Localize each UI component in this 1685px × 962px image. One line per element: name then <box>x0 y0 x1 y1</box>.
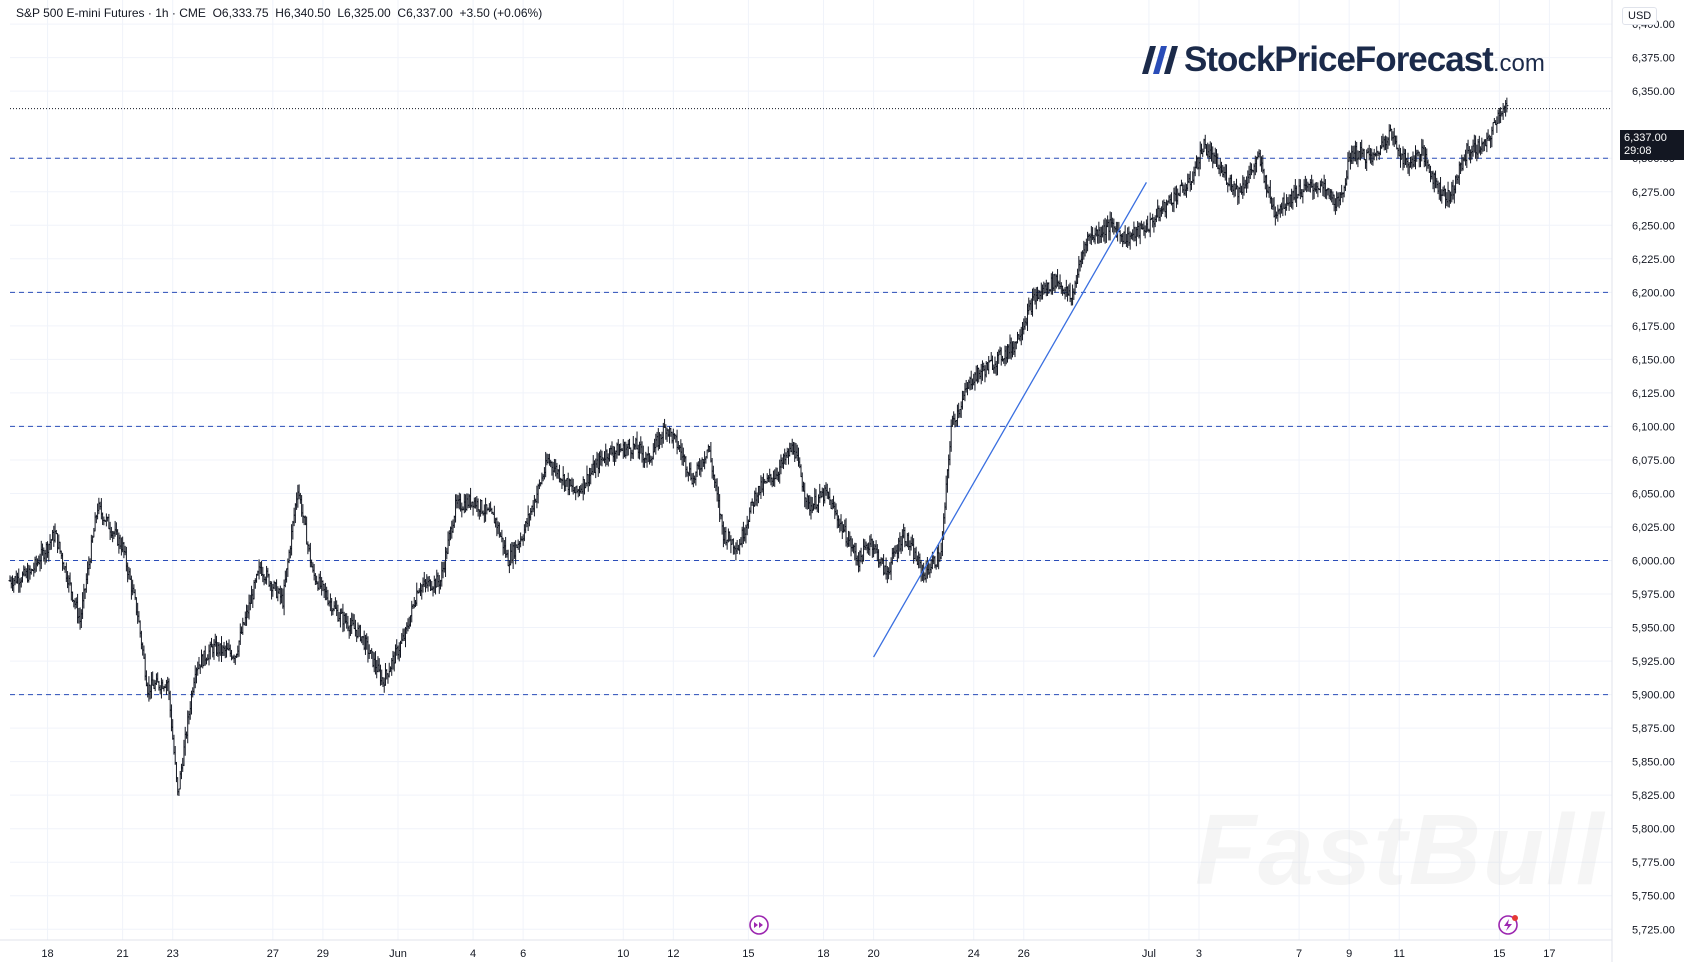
price-tick-label: 5,975.00 <box>1632 589 1675 601</box>
open-value: O6,333.75 <box>212 6 269 20</box>
symbol-name[interactable]: S&P 500 E-mini Futures <box>16 6 145 20</box>
stockpriceforecast-logo: StockPriceForecast.com <box>1142 40 1545 80</box>
candles <box>8 97 1509 796</box>
time-tick-label: 21 <box>117 948 129 960</box>
price-tick-label: 5,750.00 <box>1632 891 1675 903</box>
time-tick-label: 18 <box>41 948 53 960</box>
low-value: L6,325.00 <box>337 6 391 20</box>
price-tick-label: 5,900.00 <box>1632 690 1675 702</box>
price-tick-label: 6,275.00 <box>1632 187 1675 199</box>
last-price-label: 6,337.00 29:08 <box>1620 130 1684 160</box>
time-tick-label: Jul <box>1142 948 1156 960</box>
price-tick-label: 5,825.00 <box>1632 790 1675 802</box>
time-tick-label: 7 <box>1296 948 1302 960</box>
time-tick-label: 15 <box>1493 948 1505 960</box>
grid <box>10 0 1612 940</box>
price-tick-label: 6,100.00 <box>1632 421 1675 433</box>
price-tick-label: 5,775.00 <box>1632 857 1675 869</box>
fast-forward-circle-icon[interactable] <box>749 915 769 935</box>
lightning-circle-icon[interactable] <box>1498 915 1518 935</box>
time-tick-label: 15 <box>742 948 754 960</box>
high-value: H6,340.50 <box>275 6 331 20</box>
time-tick-label: 20 <box>867 948 879 960</box>
last-price-value: 6,337.00 <box>1624 132 1667 144</box>
price-tick-label: 6,000.00 <box>1632 556 1675 568</box>
time-tick-label: 17 <box>1543 948 1555 960</box>
price-tick-label: 5,725.00 <box>1632 924 1675 936</box>
price-tick-label: 5,875.00 <box>1632 723 1675 735</box>
price-tick-label: 6,225.00 <box>1632 254 1675 266</box>
logo-name: StockPriceForecast <box>1184 40 1494 79</box>
exchange: CME <box>179 6 206 20</box>
price-tick-label: 6,150.00 <box>1632 354 1675 366</box>
change-value: +3.50 (+0.06%) <box>459 6 543 20</box>
price-tick-label: 6,025.00 <box>1632 522 1675 534</box>
price-tick-label: 5,800.00 <box>1632 824 1675 836</box>
price-tick-label: 5,950.00 <box>1632 623 1675 635</box>
time-tick-label: 11 <box>1394 948 1405 960</box>
time-tick-label: 3 <box>1196 948 1202 960</box>
time-tick-label: 23 <box>167 948 179 960</box>
time-tick-label: 18 <box>817 948 829 960</box>
time-tick-label: 29 <box>317 948 329 960</box>
price-tick-label: 5,850.00 <box>1632 757 1675 769</box>
bar-countdown: 29:08 <box>1624 145 1652 157</box>
price-tick-label: 6,375.00 <box>1632 53 1675 65</box>
time-tick-label: 24 <box>968 948 980 960</box>
close-value: C6,337.00 <box>397 6 453 20</box>
trendline[interactable] <box>873 182 1147 658</box>
time-tick-label: 4 <box>470 948 476 960</box>
price-tick-label: 6,075.00 <box>1632 455 1675 467</box>
time-axis: 18 21 23 27 29 Jun 4 6 10 12 15 18 20 24 26 Jul 3 7 9 11 15 1… <box>41 948 1555 960</box>
price-tick-label: 6,350.00 <box>1632 86 1675 98</box>
time-tick-label: 26 <box>1018 948 1030 960</box>
price-tick-label: 6,175.00 <box>1632 321 1675 333</box>
price-tick-label: 6,050.00 <box>1632 488 1675 500</box>
time-tick-label: 12 <box>667 948 679 960</box>
price-tick-label: 5,925.00 <box>1632 656 1675 668</box>
interval[interactable]: 1h <box>155 6 169 20</box>
currency-selector[interactable]: USD <box>1622 7 1658 25</box>
price-axis: 6,400.006,375.006,350.006,300.006,275.00… <box>1632 19 1675 936</box>
horizontal-levels <box>10 157 1612 696</box>
time-tick-label: 6 <box>520 948 526 960</box>
time-tick-label: 9 <box>1346 948 1352 960</box>
price-tick-label: 6,125.00 <box>1632 388 1675 400</box>
time-tick-label: Jun <box>389 948 407 960</box>
chart-header: S&P 500 E-mini Futures · 1h · CME O6,333… <box>16 6 543 20</box>
logo-slashes-icon <box>1142 46 1178 74</box>
fastbull-watermark: FastBull <box>1195 794 1606 906</box>
logo-domain: .com <box>1492 50 1545 77</box>
price-tick-label: 6,250.00 <box>1632 220 1675 232</box>
time-tick-label: 10 <box>617 948 629 960</box>
time-tick-label: 27 <box>267 948 279 960</box>
price-tick-label: 6,200.00 <box>1632 287 1675 299</box>
